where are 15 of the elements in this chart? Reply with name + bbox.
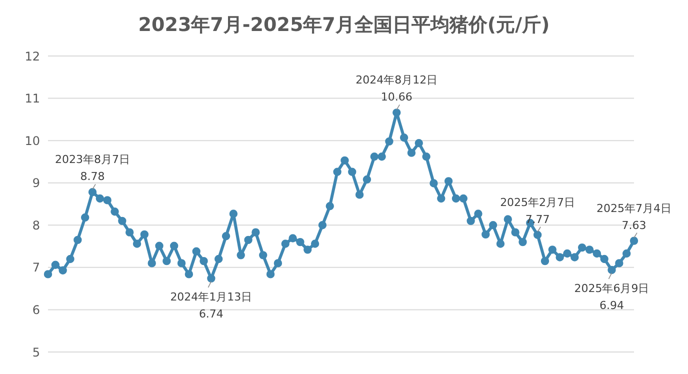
y-tick-label: 12 xyxy=(24,49,40,64)
annotation: 2025年6月9日 6.94 xyxy=(574,282,650,312)
annotation: 2025年2月7日 7.77 xyxy=(500,196,576,226)
y-tick-label: 6 xyxy=(32,302,40,317)
chart-title: 2023年7月-2025年7月全国日平均猪价(元/斤) xyxy=(137,13,551,38)
y-tick-label: 10 xyxy=(24,134,40,148)
annotation: 2024年1月13日 6.74 xyxy=(170,290,252,320)
annotation: 2024年8月12日 10.66 xyxy=(356,74,438,104)
y-tick-label: 8 xyxy=(32,218,40,232)
annotation: 2025年7月4日 7.63 xyxy=(596,202,672,232)
y-tick-label: 9 xyxy=(32,176,40,190)
y-tick-label: 5 xyxy=(32,345,40,360)
annotation: 2023年8月7日 8.78 xyxy=(55,153,130,184)
y-tick-label: 11 xyxy=(24,92,40,106)
y-tick-label: 7 xyxy=(32,260,40,275)
